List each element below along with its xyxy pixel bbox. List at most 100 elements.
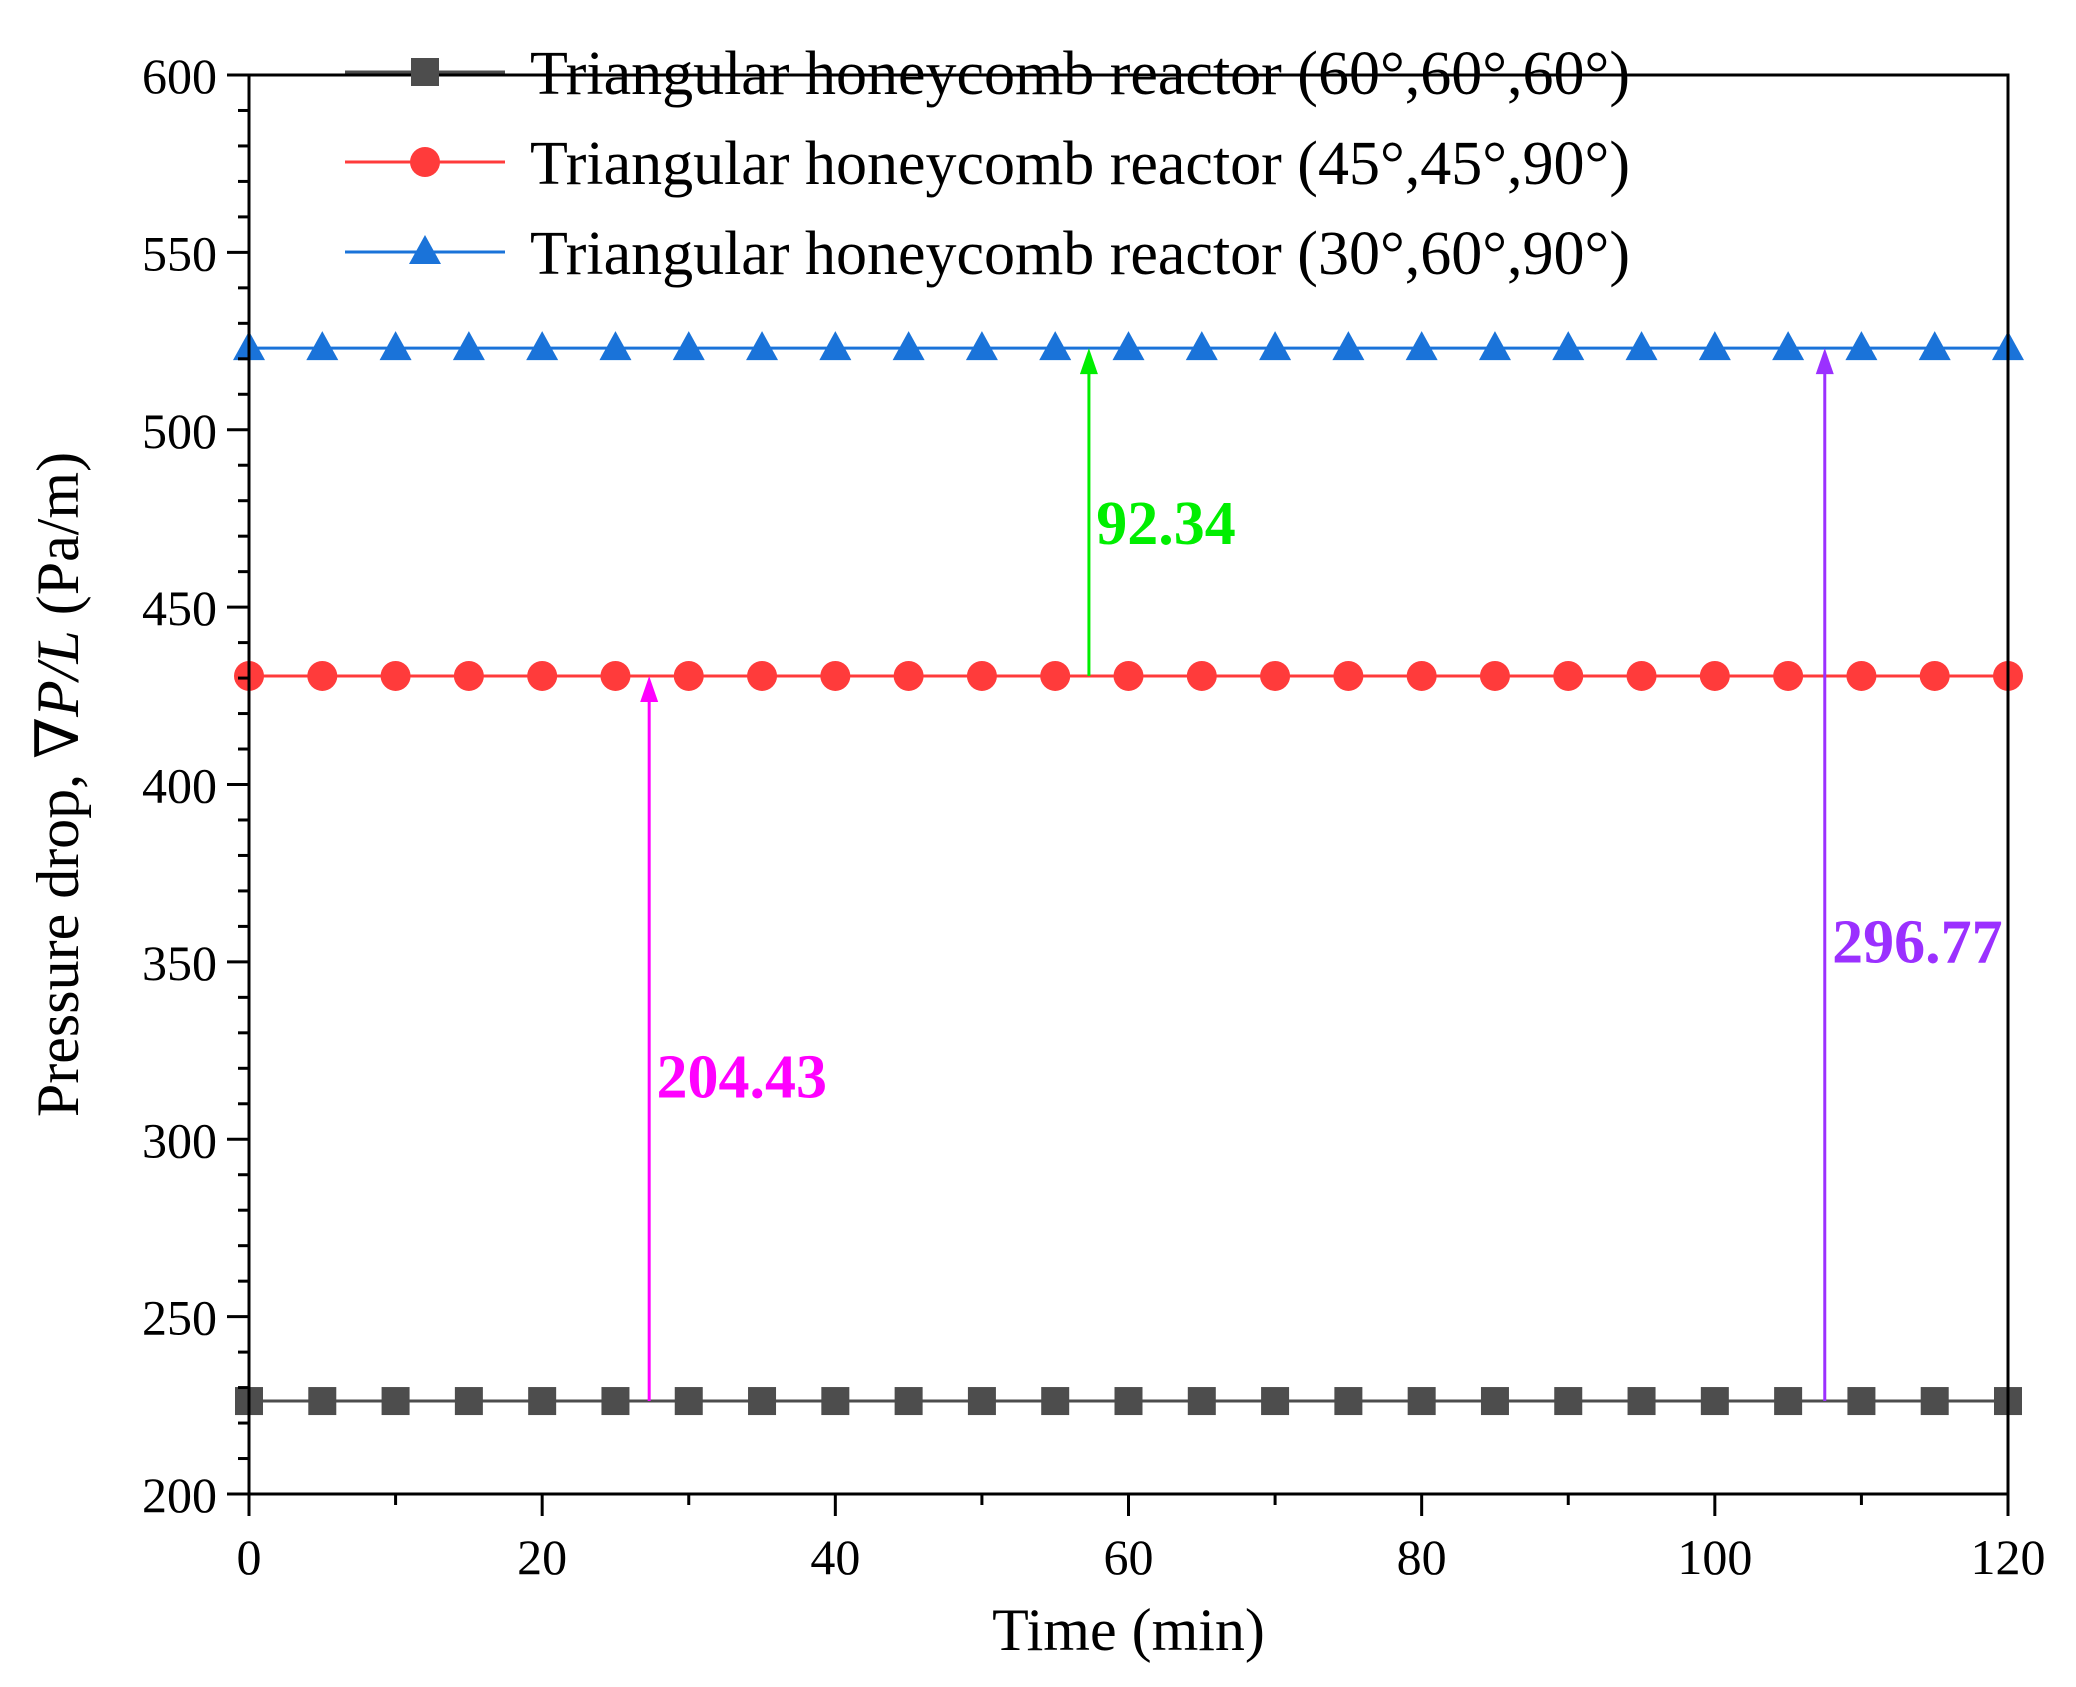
data-point <box>819 331 852 361</box>
legend-label: Triangular honeycomb reactor (60°,60°,60… <box>530 40 1630 108</box>
data-point <box>599 331 632 361</box>
data-point <box>1554 1387 1583 1416</box>
data-point <box>893 660 924 691</box>
x-tick-label: 100 <box>1677 1529 1752 1585</box>
data-point <box>673 660 704 691</box>
data-point <box>1627 1387 1656 1416</box>
data-point <box>1407 1387 1436 1416</box>
data-point <box>526 331 559 361</box>
data-point <box>674 1387 703 1416</box>
data-point <box>1773 660 1804 691</box>
y-tick-label: 400 <box>142 758 217 814</box>
y-tick-label: 200 <box>142 1467 217 1523</box>
y-tick-label: 300 <box>142 1112 217 1168</box>
series-layer <box>233 331 2024 1416</box>
data-point <box>453 660 484 691</box>
y-tick-label: 500 <box>142 403 217 459</box>
data-point <box>454 1387 483 1416</box>
y-axis-label-nabla: ∇ <box>25 717 91 759</box>
x-tick-label: 20 <box>517 1529 567 1585</box>
data-point <box>1334 1387 1363 1416</box>
data-point <box>528 1387 557 1416</box>
data-point <box>379 331 412 361</box>
data-point <box>1406 660 1437 691</box>
data-point <box>1333 660 1364 691</box>
y-tick-label: 450 <box>142 580 217 636</box>
x-tick-label: 80 <box>1397 1529 1447 1585</box>
data-point <box>380 660 411 691</box>
data-point <box>1846 660 1877 691</box>
data-point <box>1774 1387 1803 1416</box>
data-point <box>1626 660 1657 691</box>
y-axis-label-unit: (Pa/m) <box>25 452 91 630</box>
data-point <box>306 331 339 361</box>
data-point <box>1187 1387 1216 1416</box>
data-point <box>967 1387 996 1416</box>
data-point <box>965 331 998 361</box>
data-point <box>1772 331 1805 361</box>
data-point <box>1625 331 1658 361</box>
data-point <box>1918 331 1951 361</box>
annotation-arrow-head <box>1079 348 1098 375</box>
legend-item-2: Triangular honeycomb reactor (45°,45°,90… <box>345 130 1630 198</box>
data-point <box>1478 331 1511 361</box>
data-point <box>1919 660 1950 691</box>
data-point <box>1185 331 1218 361</box>
data-point <box>1553 660 1584 691</box>
data-point <box>1114 1387 1143 1416</box>
legend-marker-icon <box>410 147 440 177</box>
legend-marker-icon <box>409 235 441 264</box>
data-point <box>746 331 779 361</box>
data-point <box>820 660 851 691</box>
axis-labels: Time (min) Pressure drop, ∇P/L (Pa/m) <box>25 452 1265 1663</box>
data-point <box>672 331 705 361</box>
data-point <box>747 660 778 691</box>
annotation-arrow-head <box>640 675 659 702</box>
y-axis-label-math: P/L <box>25 630 91 718</box>
data-point <box>1041 1387 1070 1416</box>
data-point <box>381 1387 410 1416</box>
x-tick-label: 120 <box>1971 1529 2046 1585</box>
data-point <box>1113 660 1144 691</box>
annotation-label: 296.77 <box>1832 909 2003 977</box>
data-point <box>1332 331 1365 361</box>
data-point <box>821 1387 850 1416</box>
data-point <box>966 660 997 691</box>
annotation-label: 204.43 <box>657 1043 828 1111</box>
annotation-label: 92.34 <box>1096 490 1236 558</box>
data-point <box>1698 331 1731 361</box>
y-tick-label: 350 <box>142 935 217 991</box>
data-point <box>1845 331 1878 361</box>
y-axis-label-prefix: Pressure drop, <box>25 759 91 1117</box>
data-point <box>1259 331 1292 361</box>
legend: Triangular honeycomb reactor (60°,60°,60… <box>345 40 1630 288</box>
data-point <box>307 660 338 691</box>
data-point <box>1847 1387 1876 1416</box>
y-tick-label: 600 <box>142 48 217 104</box>
data-point <box>1920 1387 1949 1416</box>
x-tick-label: 60 <box>1104 1529 1154 1585</box>
legend-item-3: Triangular honeycomb reactor (30°,60°,90… <box>345 220 1630 288</box>
axes-layer: 200 250 300 350 400 450 500 550 600 0 20 40 60 80 100 1… <box>142 48 2046 1585</box>
annotation-layer: 92.34 204.43 296.77 <box>640 348 2003 1402</box>
data-point <box>1112 331 1145 361</box>
annotation-arrow-1 <box>1079 348 1098 676</box>
data-point <box>1040 660 1071 691</box>
x-tick-label: 0 <box>237 1529 262 1585</box>
data-point <box>1480 1387 1509 1416</box>
data-point <box>601 1387 630 1416</box>
data-point <box>1699 660 1730 691</box>
data-point <box>1405 331 1438 361</box>
series-3 <box>233 331 2024 361</box>
legend-label: Triangular honeycomb reactor (45°,45°,90… <box>530 130 1630 198</box>
data-point <box>892 331 925 361</box>
legend-label: Triangular honeycomb reactor (30°,60°,90… <box>530 220 1630 288</box>
y-tick-label: 550 <box>142 225 217 281</box>
data-point <box>452 331 485 361</box>
data-point <box>1261 1387 1290 1416</box>
data-point <box>527 660 558 691</box>
x-axis-label: Time (min) <box>992 1597 1265 1663</box>
data-point <box>1186 660 1217 691</box>
data-point <box>1260 660 1291 691</box>
